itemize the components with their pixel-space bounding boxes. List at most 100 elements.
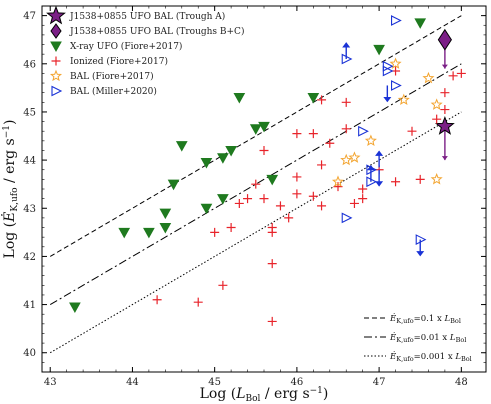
data-point (143, 227, 155, 239)
plot-area (49, 15, 466, 354)
series-triangle-right-open (341, 15, 427, 257)
x-tick-label: 43 (44, 377, 57, 388)
data-point (159, 223, 172, 234)
data-point (434, 115, 455, 135)
y-tick-label: 46 (23, 59, 36, 70)
x-tick-label: 44 (126, 377, 139, 388)
data-point (251, 179, 261, 189)
data-point (422, 71, 435, 84)
data-point (218, 280, 228, 290)
y-tick-label: 42 (23, 252, 36, 263)
data-point (284, 213, 294, 223)
data-point (366, 164, 378, 176)
legend-marker (49, 69, 63, 82)
data-point (397, 93, 410, 106)
data-point (226, 223, 236, 233)
x-tick-label: 47 (373, 377, 386, 388)
series-star (434, 115, 455, 161)
data-point (348, 151, 361, 163)
reference-line (49, 111, 462, 354)
legend-label: X-ray UFO (Fiore+2017) (70, 41, 182, 52)
legend-label: ĖK,ufo=0.01 x LBol (389, 331, 466, 344)
data-point (275, 201, 285, 211)
data-point (341, 53, 353, 65)
data-point (340, 153, 353, 166)
data-point (200, 203, 213, 215)
data-point (358, 125, 369, 137)
y-axis-title: Log (ĖK,ufo / erg s−1) (0, 120, 20, 259)
data-point (267, 316, 277, 326)
x-axis-title: Log (LBol / erg s−1) (200, 386, 329, 404)
data-point (448, 71, 458, 81)
data-point (217, 194, 229, 205)
reference-legend: ĖK,ufo=0.1 x LBol ĖK,ufo=0.01 x LBol ĖK,uf… (364, 312, 472, 363)
data-point (243, 194, 253, 204)
data-point (430, 173, 443, 185)
data-point (308, 129, 318, 139)
data-point (358, 194, 368, 204)
data-point (292, 189, 302, 199)
legend-label: ĖK,ufo=0.001 x LBol (389, 350, 472, 363)
data-point (366, 176, 378, 188)
data-point (69, 302, 81, 314)
data-point (414, 18, 427, 29)
data-point (266, 174, 279, 186)
data-point (234, 198, 244, 208)
data-point (415, 174, 425, 184)
legend-label: BAL (Miller+2020) (70, 86, 157, 97)
x-tick-label: 48 (455, 377, 468, 388)
legend-marker (51, 56, 61, 66)
data-point (307, 93, 320, 104)
limit-arrow-head (375, 181, 384, 187)
data-point (175, 141, 188, 152)
y-tick-label: 45 (23, 107, 36, 118)
series-diamond (437, 28, 452, 69)
data-point (217, 153, 229, 164)
y-tick-label: 40 (23, 348, 36, 359)
legend-label: BAL (Fiore+2017) (70, 71, 154, 82)
error-arrow-head (441, 156, 448, 161)
legend: J1538+0855 UFO BAL (Trough A) J1538+0855 … (46, 5, 244, 97)
data-point (364, 134, 377, 146)
legend-marker (50, 41, 62, 53)
data-point (432, 114, 442, 124)
data-point (249, 124, 262, 135)
data-point (317, 160, 327, 170)
series-star-open (331, 57, 443, 187)
data-point (292, 129, 302, 139)
data-point (308, 191, 318, 201)
y-tick-label: 41 (23, 300, 36, 311)
data-point (317, 95, 327, 105)
limit-arrow-head (416, 251, 425, 257)
y-tick-label: 44 (23, 156, 36, 167)
data-point (440, 105, 450, 115)
data-point (430, 98, 443, 110)
data-point (391, 15, 402, 26)
data-point (152, 295, 162, 305)
data-point (233, 93, 246, 104)
data-point (456, 68, 466, 78)
data-point (267, 259, 277, 269)
data-point (389, 57, 402, 69)
data-point (349, 198, 359, 208)
series-triangle-down (69, 18, 427, 314)
legend-marker (51, 85, 63, 97)
x-tick-label: 45 (208, 377, 221, 388)
legend-marker (50, 23, 62, 39)
data-point (440, 88, 450, 98)
data-point (259, 194, 269, 204)
data-point (167, 179, 180, 191)
limit-arrow-head (383, 96, 392, 103)
data-point (382, 60, 394, 72)
data-point (341, 97, 351, 107)
data-point (200, 158, 213, 169)
data-point (331, 175, 345, 187)
data-point (391, 177, 401, 187)
data-point (341, 212, 353, 224)
limit-arrow-head (375, 150, 384, 156)
data-point (317, 201, 327, 211)
data-point (391, 80, 402, 91)
data-point (415, 234, 427, 245)
data-point (358, 184, 368, 194)
legend-label: J1538+0855 UFO BAL (Troughs B+C) (69, 26, 244, 37)
